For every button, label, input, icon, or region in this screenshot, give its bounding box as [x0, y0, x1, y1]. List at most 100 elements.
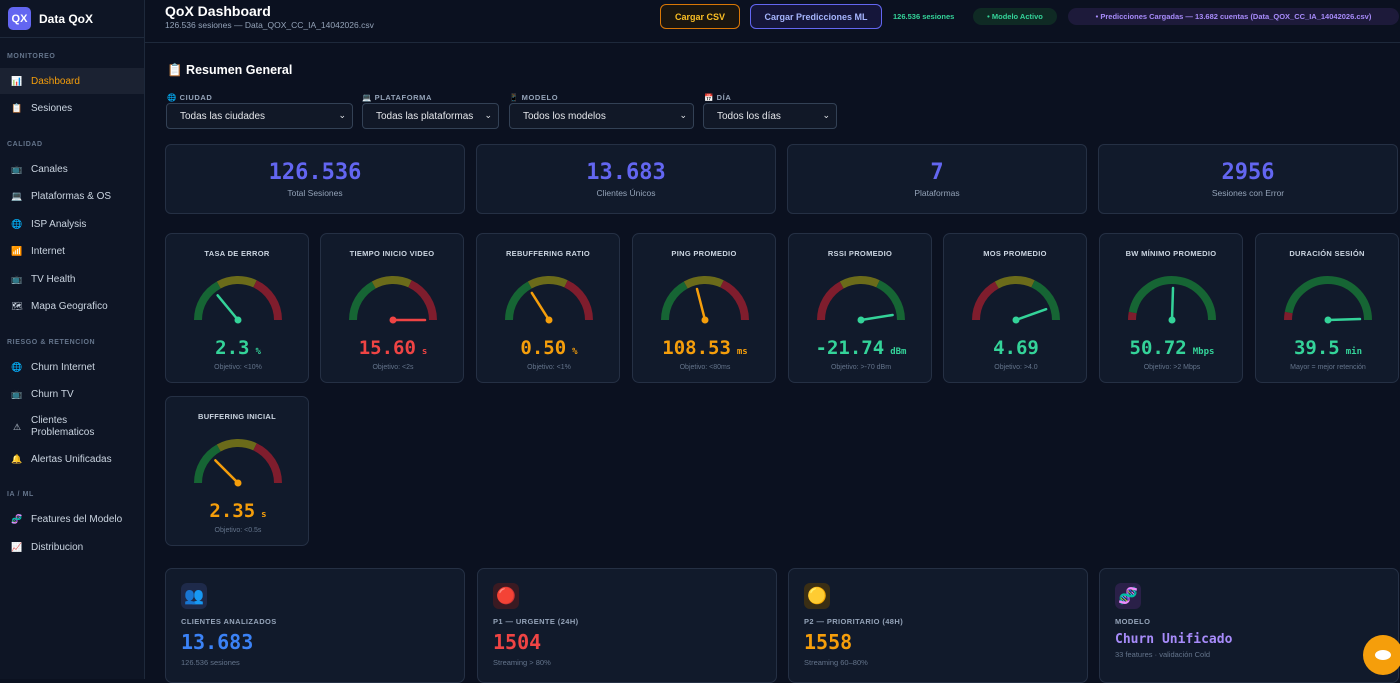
gauge-number: 4.69: [993, 337, 1039, 359]
sidebar-item-internet[interactable]: 📶 Internet: [0, 238, 144, 264]
gauge-needle: [695, 287, 707, 322]
gauge-value: 39.5 min: [1256, 337, 1400, 359]
card-label: CLIENTES ANALIZADOS: [181, 617, 277, 626]
gauge-arc: [839, 276, 880, 289]
card-sub: 33 features · validación Cold: [1115, 650, 1211, 659]
chat-icon: [1375, 650, 1391, 660]
sidebar-item-label: Clientes Problematicos: [31, 415, 95, 438]
gauge-value: 15.60 s: [321, 337, 465, 359]
gauge-dial: [972, 276, 1060, 324]
kpi-value: 7: [930, 160, 944, 185]
gauge-arc: [1284, 276, 1372, 321]
kpi-plataformas: 7 Plataformas: [787, 144, 1087, 214]
gauge-card: PING PROMEDIO 108.53 ms Objetivo: <80ms: [632, 233, 776, 383]
gauge-dial: [505, 276, 593, 324]
gauge-title: TIEMPO INICIO VIDEO: [349, 249, 435, 258]
sidebar: QX Data QoX MONITOREO 📊 Dashboard 📋 Sesion…: [0, 0, 145, 679]
sidebar-item-tv-health[interactable]: 📺 TV Health: [0, 266, 144, 292]
page-title: QoX Dashboard: [165, 3, 271, 19]
gauge-card: BUFFERING INICIAL 2.35 s Objetivo: <0.5s: [165, 396, 309, 546]
chevron-down-icon: ⌄: [822, 110, 830, 120]
gauge-number: 15.60: [358, 337, 416, 359]
sidebar-item-features[interactable]: 🧬 Features del Modelo: [0, 506, 144, 532]
sidebar-item-label: Dashboard: [31, 75, 80, 87]
sidebar-item-clientes-problematicos[interactable]: ⚠ Clientes Problematicos: [0, 410, 144, 444]
day-select[interactable]: Todos los días ⌄: [703, 103, 837, 129]
gauge-value: 50.72 Mbps: [1100, 337, 1244, 359]
gauge-value: 2.3%: [166, 337, 310, 359]
gauge-value: 2.35 s: [166, 500, 310, 522]
gauge-hub: [857, 316, 865, 324]
warning-icon: ⚠: [12, 421, 22, 432]
chevron-down-icon: ⌄: [484, 110, 492, 120]
gauge-needle: [1326, 317, 1362, 322]
gauge-arc: [876, 280, 905, 321]
filter-label-dia: 📅 DÍA: [704, 93, 732, 102]
gauge-hub: [234, 479, 242, 487]
gauge-arc: [253, 280, 282, 321]
gauge-value: 0.50%: [477, 337, 621, 359]
sidebar-item-dashboard[interactable]: 📊 Dashboard: [0, 68, 144, 94]
gauge-unit: s: [261, 510, 267, 520]
sidebar-item-sesiones[interactable]: 📋 Sesiones: [0, 95, 144, 121]
tv-icon: 📺: [11, 163, 23, 174]
gauge-unit: Mbps: [1192, 347, 1215, 357]
gauge-arc: [1128, 311, 1137, 321]
sidebar-item-plataformas[interactable]: 💻 Plataformas & OS: [0, 183, 144, 209]
gauge-target: Objetivo: <80ms: [679, 364, 731, 371]
tv-icon: 📺: [11, 273, 23, 284]
brand-name: Data QoX: [39, 11, 94, 26]
gauge-hub: [545, 316, 553, 324]
gauge-arc: [505, 281, 532, 321]
users-icon: 👥: [181, 583, 207, 609]
gauge-arc: [817, 281, 844, 321]
load-csv-button[interactable]: Cargar CSV: [660, 4, 740, 29]
gauge-hub: [701, 316, 709, 324]
gauge-title: PING PROMEDIO: [671, 249, 737, 258]
load-predictions-button[interactable]: Cargar Predicciones ML: [750, 4, 882, 29]
gauge-card: MOS PROMEDIO 4.69 Objetivo: >4.0: [943, 233, 1087, 383]
sidebar-item-isp[interactable]: 🌐 ISP Analysis: [0, 211, 144, 237]
gauge-arc: [994, 276, 1035, 289]
gauge-hub: [234, 316, 242, 324]
card-modelo: 🧬 MODELO Churn Unificado 33 features · v…: [1099, 568, 1399, 683]
gauge-arc: [216, 439, 257, 452]
sidebar-item-distribucion[interactable]: 📈 Distribucion: [0, 534, 144, 560]
gauge-arc: [253, 443, 282, 484]
gauge-arc: [661, 281, 688, 321]
gauge-arc: [564, 280, 593, 321]
sidebar-item-alertas[interactable]: 🔔 Alertas Unificadas: [0, 446, 144, 472]
gauge-number: 2.35: [209, 500, 256, 522]
chart-icon: 📊: [11, 75, 23, 86]
red-circle-icon: 🔴: [493, 583, 519, 609]
sidebar-item-churn-internet[interactable]: 🌐 Churn Internet: [0, 354, 144, 380]
bell-icon: 🔔: [11, 453, 23, 464]
brand[interactable]: QX Data QoX: [0, 0, 144, 38]
city-select[interactable]: Todas las ciudades ⌄: [166, 103, 353, 129]
gauge-hub: [1168, 316, 1176, 324]
gauge-needle: [1014, 307, 1048, 322]
model-select[interactable]: Todos los modelos ⌄: [509, 103, 694, 129]
platform-select[interactable]: Todas las plataformas ⌄: [362, 103, 499, 129]
chat-fab-button[interactable]: [1363, 635, 1400, 675]
phone-icon: 📱: [509, 93, 519, 102]
gauge-title: BUFFERING INICIAL: [197, 412, 276, 421]
kpi-value: 13.683: [586, 160, 666, 185]
card-label: P2 — PRIORITARIO (48H): [804, 617, 904, 626]
gauge-dial: [1284, 276, 1372, 324]
tv-icon: 📺: [11, 388, 23, 399]
sidebar-item-churn-tv[interactable]: 📺 Churn TV: [0, 381, 144, 407]
gauge-arc: [527, 276, 568, 289]
card-p1-urgente: 🔴 P1 — URGENTE (24H) 1504 Streaming > 80…: [477, 568, 777, 683]
gauge-unit: min: [1345, 347, 1363, 357]
sidebar-item-mapa[interactable]: 🗺 Mapa Geografico: [0, 293, 144, 319]
sidebar-item-label: Distribucion: [31, 541, 84, 553]
gauge-arc: [216, 276, 257, 289]
gauge-target: Objetivo: >4.0: [994, 364, 1038, 371]
header-divider: [145, 42, 1400, 43]
sidebar-item-canales[interactable]: 📺 Canales: [0, 156, 144, 182]
gauge-target: Objetivo: <1%: [527, 364, 571, 371]
card-sub: 126.536 sesiones: [181, 658, 240, 667]
gauge-title: BW MÍNIMO PROMEDIO: [1125, 249, 1217, 258]
signal-icon: 📶: [11, 245, 23, 256]
